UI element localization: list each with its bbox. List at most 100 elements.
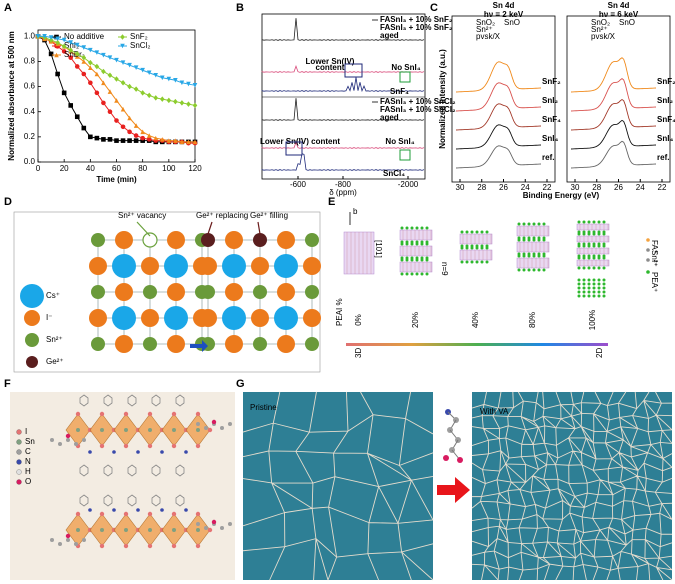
marker	[107, 89, 113, 94]
marker	[120, 106, 126, 112]
organic-cation	[577, 266, 581, 270]
spectrum-label: aged	[380, 31, 399, 40]
spectrum-label: content	[316, 63, 345, 72]
marker	[101, 68, 106, 75]
i-ion	[167, 231, 185, 249]
phenyl-ring	[127, 464, 137, 477]
x-tick-label: 100	[162, 164, 176, 173]
organic-cation	[415, 226, 419, 230]
spectrum-frame	[566, 15, 671, 183]
legend-swatch	[16, 439, 22, 445]
atom-c	[58, 542, 62, 546]
cs-ion	[274, 254, 298, 278]
organic-cation	[480, 230, 484, 234]
x-tick-label: 30	[456, 183, 465, 192]
atom-sn	[196, 428, 200, 432]
organic-cation	[597, 278, 601, 282]
organic-cation	[587, 232, 591, 236]
marker	[94, 71, 100, 77]
atom-sn	[196, 528, 200, 532]
marker	[94, 135, 100, 141]
atom-i	[99, 443, 105, 449]
panel-title: Sn 4d	[493, 1, 515, 10]
organic-cation	[597, 266, 601, 270]
panel-label: D	[4, 196, 12, 208]
marker	[127, 83, 132, 90]
x-tick-label: 20	[60, 164, 69, 173]
marker	[42, 33, 47, 39]
marker	[114, 138, 119, 143]
marker	[186, 101, 191, 107]
marker	[88, 47, 93, 53]
inorganic-slab	[576, 247, 610, 255]
x-tick-label: 22	[658, 183, 667, 192]
organic-cation	[592, 244, 596, 248]
atom-o	[65, 433, 71, 439]
spectrum-label: SnCl₄	[383, 169, 405, 178]
organic-cation	[542, 268, 546, 272]
marker	[81, 45, 87, 50]
organic-cation	[592, 278, 596, 282]
y-tick-label: 1.0	[24, 31, 36, 40]
sn-ion	[143, 337, 157, 351]
organic-cation	[420, 226, 424, 230]
legend-swatch	[646, 270, 650, 274]
ge-ion	[201, 233, 215, 247]
marker	[153, 72, 159, 78]
i-ion	[277, 335, 295, 353]
image-label: With VA	[480, 407, 509, 416]
species-label: pvsk/X	[476, 32, 501, 41]
y-tick-label: 0.2	[24, 132, 36, 141]
organic-cation	[400, 272, 404, 276]
organic-cation	[597, 220, 601, 224]
atom-sn	[148, 528, 152, 532]
organic-cation	[587, 282, 591, 286]
i-ion	[303, 257, 321, 275]
x-axis-title: Binding Energy (eV)	[523, 191, 600, 200]
legend-label: Ge²⁺	[46, 357, 64, 366]
organic-cation	[465, 230, 469, 234]
legend-swatch	[646, 258, 650, 262]
organic-cation	[582, 290, 586, 294]
marker	[88, 134, 93, 140]
sn-ion	[305, 285, 319, 299]
marker	[146, 133, 152, 138]
organic-cation	[527, 238, 531, 242]
atom-c	[74, 542, 78, 546]
sn-ion	[305, 337, 319, 351]
organic-cation	[602, 232, 606, 236]
marker	[94, 63, 100, 70]
marker	[68, 55, 74, 60]
i-ion	[199, 309, 217, 327]
marker	[68, 47, 74, 53]
atom-o	[211, 419, 217, 425]
atom-c	[66, 438, 70, 442]
species-label: SnO₂	[476, 18, 495, 27]
marker	[101, 80, 106, 86]
marker	[166, 76, 172, 82]
panel-label: G	[236, 378, 245, 390]
legend-swatch	[16, 449, 22, 455]
organic-cation	[522, 254, 526, 258]
i-ion	[225, 283, 243, 301]
marker	[48, 51, 54, 57]
atom-i	[147, 411, 153, 417]
organic-cation	[577, 294, 581, 298]
organic-cation	[587, 286, 591, 290]
inorganic-slab	[576, 259, 610, 267]
arrow	[190, 340, 208, 352]
atom-sn	[172, 428, 176, 432]
atom-c	[50, 538, 54, 542]
marker	[133, 123, 139, 128]
organic-cation	[522, 222, 526, 226]
i-ion	[141, 309, 159, 327]
marker	[133, 133, 139, 138]
i-ion	[115, 231, 133, 249]
x-tick-label: 40	[86, 164, 95, 173]
legend-swatch	[16, 429, 22, 435]
trace-label: SnF₂	[657, 77, 675, 86]
organic-cation	[410, 226, 414, 230]
marker	[120, 80, 126, 86]
organic-cation	[485, 246, 489, 250]
atom-n	[136, 450, 140, 454]
